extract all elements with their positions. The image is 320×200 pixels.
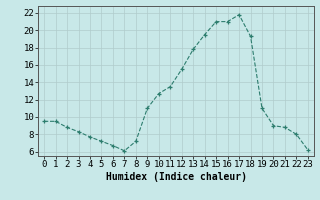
X-axis label: Humidex (Indice chaleur): Humidex (Indice chaleur) xyxy=(106,172,246,182)
